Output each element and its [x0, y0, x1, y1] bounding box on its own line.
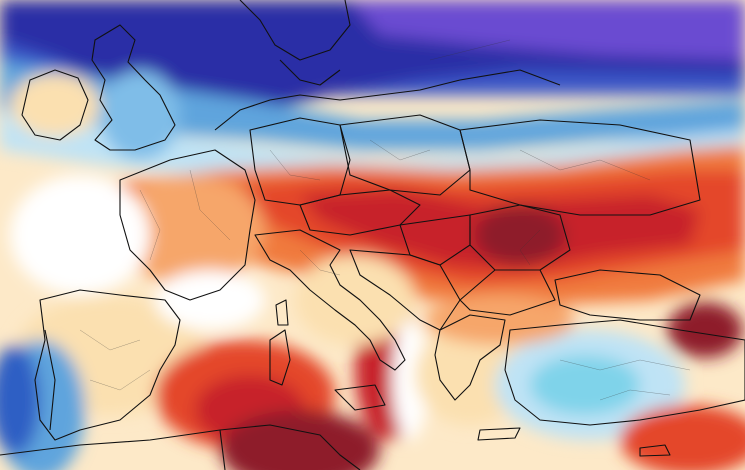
atlantic-neutral — [10, 175, 150, 295]
atlantic-cold-core — [0, 345, 40, 455]
border-scandinavia — [239, 0, 351, 61]
border-italy — [254, 229, 406, 371]
region-line — [559, 359, 691, 371]
border-black-sea — [554, 269, 701, 321]
region-line — [79, 329, 141, 351]
border-crete — [477, 427, 521, 441]
region-line — [519, 229, 541, 266]
border-iberia — [34, 289, 181, 441]
italy-central-mild — [295, 255, 415, 345]
cold-band-transition — [0, 60, 745, 150]
france-mild — [115, 175, 265, 285]
region-line — [599, 389, 671, 401]
region-line — [299, 249, 341, 276]
border-hungary — [399, 214, 471, 266]
border-romania — [469, 204, 571, 271]
border-france — [119, 149, 256, 301]
ireland-warm — [10, 73, 100, 137]
border-sardinia — [269, 329, 291, 386]
uk-cool — [100, 70, 180, 160]
region-line — [369, 139, 431, 161]
region-line — [429, 39, 511, 61]
region-line — [189, 169, 231, 241]
gulf-of-lion-neutral — [155, 270, 265, 330]
cool-band-transition — [0, 110, 745, 180]
border-great-britain — [91, 24, 176, 151]
border-greece — [434, 314, 506, 401]
border-cyprus — [639, 444, 671, 457]
ionian-neutral — [392, 320, 428, 440]
border-sicily — [334, 384, 386, 411]
region-line — [89, 369, 151, 391]
region-line — [519, 149, 651, 181]
regional-borders — [79, 39, 691, 401]
border-north-africa — [0, 424, 361, 470]
hot-core-east — [667, 302, 743, 358]
border-algeria-tunisia — [219, 429, 226, 470]
border-central-europe — [299, 189, 421, 236]
levant-warm — [620, 405, 745, 470]
border-north-coast — [214, 69, 561, 131]
hot-core-romania — [475, 205, 565, 265]
purple-core-northeast — [350, 0, 745, 60]
black-sea-mild — [425, 295, 575, 345]
region-line — [269, 149, 321, 181]
border-ireland — [21, 69, 89, 141]
border-ukraine — [459, 119, 701, 216]
border-denmark — [279, 59, 341, 86]
border-bulgaria — [459, 269, 556, 316]
border-corsica — [275, 299, 289, 326]
turkey-cool-core — [530, 355, 640, 415]
border-poland — [339, 114, 471, 196]
greece-near-normal — [415, 325, 525, 425]
border-portugal — [44, 329, 56, 431]
region-line — [139, 189, 161, 261]
border-turkey — [504, 319, 745, 426]
